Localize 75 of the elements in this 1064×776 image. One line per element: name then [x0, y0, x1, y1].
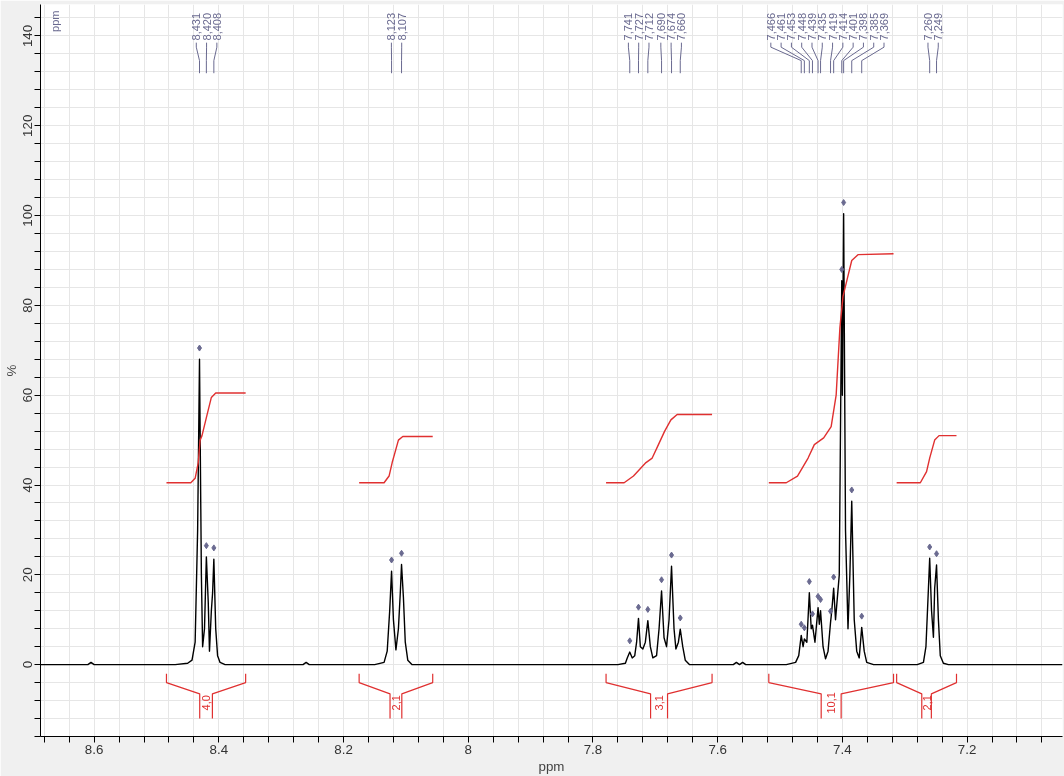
- point: [635, 603, 641, 611]
- annotation: 7,448: [795, 12, 808, 41]
- point: [818, 596, 824, 604]
- point: [798, 620, 804, 628]
- annotation: 7,385: [867, 12, 880, 41]
- point: [659, 576, 665, 584]
- annotation: 7,419: [826, 12, 839, 41]
- x-tick-label: 7.4: [833, 741, 853, 757]
- annotation: 7,741: [622, 12, 635, 41]
- annotation: 7,461: [775, 12, 788, 41]
- y-tick-label: 0: [20, 660, 36, 669]
- x-tick-label: 8.2: [334, 741, 353, 757]
- x-tick-label: 7.6: [708, 741, 727, 757]
- point: [197, 344, 203, 352]
- annotation: 3,1: [653, 695, 666, 711]
- point: [815, 592, 821, 600]
- x-tick-label: 7.8: [583, 741, 603, 757]
- annotation: 7,466: [764, 12, 777, 41]
- annotation: 2,1: [920, 695, 933, 711]
- y-tick-label: 100: [20, 204, 36, 227]
- annotation: 7,398: [857, 12, 870, 41]
- annotation: 7,660: [675, 12, 688, 41]
- x-axis-title: ppm: [538, 758, 565, 774]
- point: [627, 637, 633, 645]
- point: [927, 543, 933, 551]
- annotation: 8,431: [190, 12, 203, 41]
- point: [849, 486, 855, 494]
- annotation: 7,690: [654, 12, 667, 41]
- line-series: [605, 413, 713, 484]
- point: [669, 551, 675, 559]
- line-series: [768, 253, 895, 484]
- point: [203, 542, 209, 550]
- annotation: 7,369: [878, 12, 891, 41]
- point: [806, 578, 812, 586]
- point: [934, 550, 940, 558]
- x-tick-label: 8: [464, 741, 472, 757]
- annotation: 2,1: [389, 695, 402, 711]
- x-tick-label: 7.2: [957, 741, 977, 757]
- point: [839, 265, 845, 273]
- y-axis-title: %: [3, 364, 19, 377]
- y-tick-label: 40: [20, 477, 36, 493]
- y-tick-label: 20: [20, 567, 36, 583]
- y-tick-label: 80: [20, 297, 36, 313]
- point: [645, 605, 651, 613]
- y-tick-label: 120: [20, 114, 36, 137]
- line-series: [895, 434, 958, 484]
- point: [399, 549, 405, 557]
- annotation: 7,674: [665, 12, 678, 41]
- annotation: ppm: [48, 10, 61, 32]
- annotation: 7,260: [921, 12, 934, 41]
- point: [801, 624, 807, 632]
- line-series: [358, 435, 434, 484]
- annotation: 7,453: [785, 12, 798, 41]
- point: [831, 573, 837, 581]
- annotation: 7,435: [816, 12, 829, 41]
- point: [828, 607, 834, 615]
- x-tick-label: 8.4: [209, 741, 229, 757]
- annotation: 10,1: [825, 692, 838, 714]
- point: [389, 556, 395, 564]
- point: [211, 544, 217, 552]
- annotation: 8,107: [395, 12, 408, 41]
- y-tick-label: 60: [20, 387, 36, 403]
- annotation: 8,123: [385, 12, 398, 41]
- point: [841, 199, 847, 207]
- annotation: 8,420: [200, 12, 213, 41]
- annotation: 7,249: [932, 12, 945, 41]
- x-tick-label: 8.6: [84, 741, 104, 757]
- line-series: [165, 392, 247, 484]
- annotation: 4,0: [200, 695, 213, 711]
- y-tick-label: 140: [20, 24, 36, 48]
- point: [809, 610, 815, 618]
- point: [859, 612, 865, 620]
- annotation: 7,401: [847, 12, 860, 41]
- annotation: 7,727: [632, 12, 645, 41]
- point: [677, 614, 683, 622]
